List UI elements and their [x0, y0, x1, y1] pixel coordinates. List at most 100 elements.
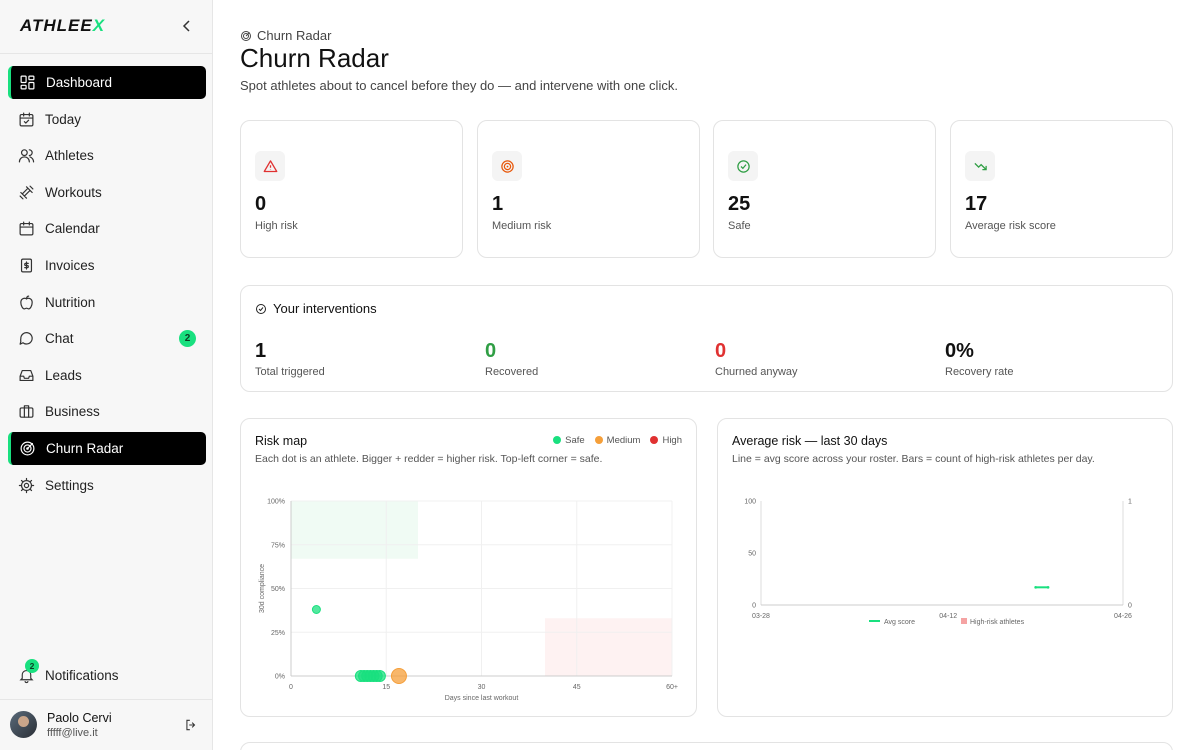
calendar-check-icon [18, 111, 35, 128]
sidebar-item-dashboard[interactable]: Dashboard [8, 66, 206, 99]
avg-risk-card: Average risk — last 30 days Line = avg s… [717, 418, 1173, 717]
legend-label: Avg score [884, 619, 915, 626]
sidebar-item-churn-radar[interactable]: Churn Radar [8, 431, 206, 465]
x-tick-label: 45 [573, 684, 581, 691]
next-card [240, 742, 1173, 750]
notifications-label: Notifications [45, 668, 119, 683]
stat-value: 1 [255, 340, 267, 362]
x-tick-label: 30 [478, 684, 486, 691]
interventions-card: Your interventions 1 Total triggered 0 Reco… [240, 285, 1173, 392]
safe-zone [291, 501, 418, 559]
kpi-label: Medium risk [492, 220, 552, 232]
y-tick-label: 100% [267, 499, 285, 506]
logout-icon[interactable] [184, 718, 198, 732]
x-tick-label: 04-26 [1114, 613, 1132, 620]
kpi-label: Average risk score [965, 220, 1056, 232]
sidebar-item-label: Workouts [45, 184, 102, 200]
avg-score-point[interactable] [1034, 586, 1037, 589]
legend-label: Medium [606, 435, 641, 446]
sidebar-item-label: Today [45, 111, 82, 127]
sidebar-divider [0, 699, 213, 700]
brand-logo[interactable]: ATHLEEX [20, 16, 106, 35]
sidebar-item-today[interactable]: Today [8, 103, 206, 136]
intervention-stat: 1 Total triggered [255, 340, 325, 378]
risk-map-subtitle: Each dot is an athlete. Bigger + redder … [255, 453, 603, 465]
danger-zone [545, 618, 672, 676]
legend-swatch [961, 618, 967, 624]
athlete-dot[interactable] [390, 668, 407, 684]
alert-triangle-icon [255, 151, 285, 181]
avg-risk-subtitle: Line = avg score across your roster. Bar… [732, 453, 1095, 465]
sidebar-item-settings[interactable]: Settings [8, 469, 206, 502]
y-tick-label: 0 [752, 603, 756, 610]
risk-map-title: Risk map [255, 434, 308, 448]
legend-swatch [594, 436, 603, 444]
kpi-label: Safe [728, 220, 751, 232]
legend-label: High-risk athletes [970, 619, 1025, 626]
check-circle-icon [256, 303, 266, 314]
risk-map-card: Risk map Each dot is an athlete. Bigger … [240, 418, 697, 717]
y2-tick-label: 1 [1128, 499, 1132, 506]
intervention-stat: 0% Recovery rate [945, 340, 1013, 378]
legend-swatch [553, 436, 562, 444]
kpi-card-safe: 25 Safe [713, 120, 936, 258]
kpi-value: 0 [255, 193, 267, 215]
user-profile[interactable]: Paolo Cervi fffff@live.it [10, 710, 205, 740]
notifications-button[interactable]: 2 Notifications [8, 659, 206, 692]
sidebar-item-nutrition[interactable]: Nutrition [8, 286, 206, 319]
sidebar-item-invoices[interactable]: Invoices [8, 249, 206, 282]
dumbbell-icon [18, 184, 35, 201]
notifications-badge: 2 [25, 659, 39, 673]
sidebar-item-leads[interactable]: Leads [8, 359, 206, 392]
legend-item-high: High [650, 435, 682, 446]
sidebar-nav: Dashboard Today Athletes Workouts Calendar In… [8, 66, 206, 505]
target-icon [492, 151, 522, 181]
kpi-value: 25 [728, 193, 751, 215]
bell-icon: 2 [18, 659, 39, 684]
y-tick-label: 25% [271, 630, 285, 637]
sidebar-item-label: Leads [45, 367, 82, 383]
avg-risk-chart: 0 50 100 0 1 03-28 04-12 04-26 Avg score High-ris… [744, 499, 1132, 627]
kpi-card-medium-risk: 1 Medium risk [477, 120, 700, 258]
gear-icon [18, 477, 35, 494]
sidebar-item-calendar[interactable]: Calendar [8, 212, 206, 245]
kpi-value: 17 [965, 193, 988, 215]
sidebar-item-business[interactable]: Business [8, 395, 206, 428]
chat-badge: 2 [179, 330, 196, 348]
sidebar: ATHLEEX Dashboard Today Athletes Workouts Ca… [0, 0, 213, 750]
breadcrumb-label: Churn Radar [257, 28, 332, 43]
stat-label: Recovered [485, 366, 539, 378]
interventions-title: Your interventions [255, 301, 377, 316]
y-tick-label: 50 [748, 551, 756, 558]
inbox-icon [18, 367, 35, 384]
x-tick-label: 15 [382, 684, 390, 691]
sidebar-item-workouts[interactable]: Workouts [8, 176, 206, 209]
sidebar-item-label: Settings [45, 477, 94, 493]
radar-icon [19, 440, 36, 457]
radar-icon [241, 30, 251, 41]
y-tick-label: 75% [271, 542, 285, 549]
briefcase-icon [18, 403, 35, 420]
sidebar-item-label: Invoices [45, 257, 95, 273]
athlete-dot[interactable] [311, 605, 321, 614]
sidebar-item-athletes[interactable]: Athletes [8, 139, 206, 172]
legend-item-safe: Safe [553, 435, 585, 446]
kpi-label: High risk [255, 220, 298, 232]
y-tick-label: 50% [271, 586, 285, 593]
sidebar-item-chat[interactable]: Chat 2 [8, 322, 206, 355]
invoice-icon [18, 257, 35, 274]
intervention-stat: 0 Churned anyway [715, 340, 798, 378]
athlete-dot[interactable] [373, 670, 386, 682]
risk-map-chart: 0% 25% 50% 75% 100% 0 15 30 45 60+ Days since last… [259, 499, 678, 703]
x-axis-label: Days since last workout [445, 695, 519, 702]
y-tick-label: 0% [275, 674, 285, 681]
stat-value: 0 [715, 340, 727, 362]
legend-label: High [662, 435, 682, 446]
sidebar-item-label: Churn Radar [46, 440, 124, 456]
chevron-left-icon[interactable] [180, 19, 194, 33]
sidebar-divider [0, 53, 213, 54]
stat-label: Recovery rate [945, 366, 1014, 378]
avg-score-point[interactable] [1046, 586, 1050, 589]
kpi-card-high-risk: 0 High risk [240, 120, 463, 258]
trending-down-icon [965, 151, 995, 181]
